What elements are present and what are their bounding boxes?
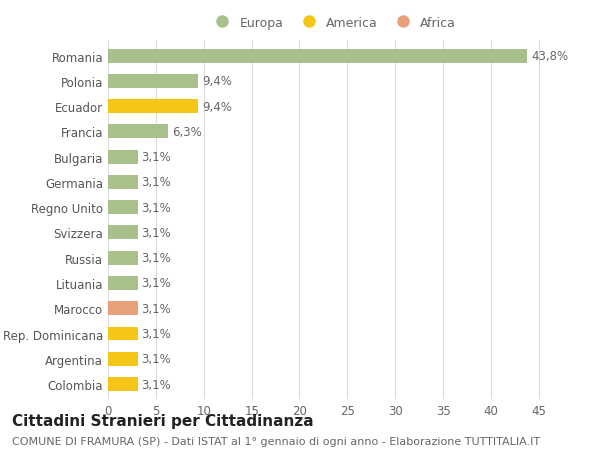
- Text: 6,3%: 6,3%: [172, 126, 202, 139]
- Text: 3,1%: 3,1%: [142, 378, 171, 391]
- Text: 9,4%: 9,4%: [202, 75, 232, 88]
- Text: 3,1%: 3,1%: [142, 353, 171, 365]
- Text: Cittadini Stranieri per Cittadinanza: Cittadini Stranieri per Cittadinanza: [12, 413, 314, 428]
- Bar: [108, 302, 137, 315]
- Text: 3,1%: 3,1%: [142, 176, 171, 189]
- Bar: [108, 75, 198, 89]
- Text: 9,4%: 9,4%: [202, 101, 232, 113]
- Bar: [108, 327, 137, 341]
- Bar: [108, 151, 137, 164]
- Text: 3,1%: 3,1%: [142, 201, 171, 214]
- Text: COMUNE DI FRAMURA (SP) - Dati ISTAT al 1° gennaio di ogni anno - Elaborazione TU: COMUNE DI FRAMURA (SP) - Dati ISTAT al 1…: [12, 436, 540, 446]
- Text: 3,1%: 3,1%: [142, 327, 171, 340]
- Text: 43,8%: 43,8%: [531, 50, 568, 63]
- Bar: [108, 125, 169, 139]
- Legend: Europa, America, Africa: Europa, America, Africa: [205, 12, 461, 35]
- Text: 3,1%: 3,1%: [142, 277, 171, 290]
- Text: 3,1%: 3,1%: [142, 151, 171, 164]
- Bar: [108, 377, 137, 391]
- Bar: [108, 276, 137, 290]
- Bar: [108, 175, 137, 190]
- Bar: [108, 226, 137, 240]
- Bar: [108, 352, 137, 366]
- Bar: [108, 50, 527, 63]
- Bar: [108, 201, 137, 215]
- Text: 3,1%: 3,1%: [142, 252, 171, 265]
- Text: 3,1%: 3,1%: [142, 226, 171, 240]
- Bar: [108, 100, 198, 114]
- Text: 3,1%: 3,1%: [142, 302, 171, 315]
- Bar: [108, 251, 137, 265]
